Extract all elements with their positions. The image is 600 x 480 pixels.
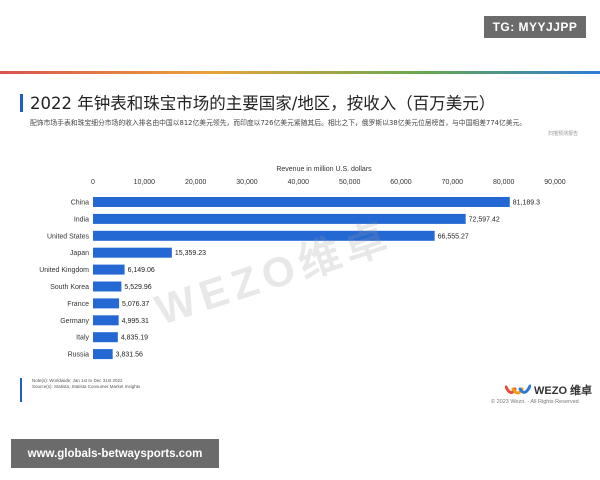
value-label: 3,831.56	[116, 352, 143, 359]
value-label: 4,995.31	[122, 318, 149, 325]
source-line: Source(s): Statista; Statista Consumer M…	[32, 384, 141, 389]
x-tick-label: 50,000	[339, 179, 361, 186]
url-banner: www.globals-betwaysports.com	[11, 439, 219, 468]
value-label: 81,189.3	[513, 200, 540, 207]
x-tick-label: 80,000	[493, 179, 515, 186]
category-labels: China India United States Japan United Kingd…	[39, 200, 89, 359]
x-axis-title: Revenue in million U.S. dollars	[276, 166, 372, 173]
category-label: India	[74, 216, 89, 223]
x-tick-label: 0	[91, 179, 95, 186]
bar	[93, 349, 113, 360]
bar	[93, 197, 510, 207]
brand: WEZO 维卓	[505, 382, 592, 398]
x-tick-label: 70,000	[442, 179, 464, 186]
value-label: 5,076.37	[122, 301, 149, 308]
value-labels: 81,189.3 72,597.42 66,555.27 15,359.23 6,149…	[116, 200, 540, 359]
page-subtitle: 配饰市场手表和珠宝细分市场的收入排名由中国以812亿美元领先，而印度以726亿美…	[30, 119, 527, 127]
x-tick-label: 90,000	[544, 179, 566, 186]
title-accent-bar	[20, 94, 23, 112]
category-label: South Korea	[50, 284, 89, 291]
x-tick-label: 10,000	[134, 179, 156, 186]
bars	[93, 197, 510, 360]
page-title: 2022 年钟表和珠宝市场的主要国家/地区，按收入（百万美元）	[30, 94, 496, 113]
copyright: © 2023 Wezo. - All Rights Reserved	[491, 399, 579, 405]
bar	[93, 264, 125, 275]
color-rule-divider	[0, 71, 600, 74]
value-label: 5,529.96	[124, 284, 151, 291]
category-label: Russia	[68, 352, 90, 359]
bar	[93, 315, 119, 326]
bar	[93, 230, 435, 241]
category-label: Italy	[76, 335, 89, 342]
value-label: 6,149.06	[128, 267, 155, 274]
bar-chart: Revenue in million U.S. dollars 0 10,000 2…	[39, 166, 566, 360]
brand-name: WEZO 维卓	[534, 385, 593, 397]
category-label: United Kingdom	[39, 267, 89, 274]
x-tick-label: 20,000	[185, 179, 207, 186]
source-tag: 扫描预测报告	[547, 131, 578, 137]
wezo-logo-icon	[505, 384, 531, 395]
value-label: 15,359.23	[175, 250, 206, 257]
category-label: United States	[47, 233, 90, 240]
bar	[93, 247, 172, 258]
category-label: France	[67, 301, 89, 308]
category-label: Japan	[70, 250, 89, 257]
footnotes: Note(s): Worldwide; Jan 1st to Dec 31st …	[32, 378, 140, 390]
tg-badge: TG: MYYJJPP	[484, 16, 586, 38]
category-label: Germany	[60, 318, 89, 325]
bar	[93, 213, 466, 224]
notes-line: Note(s): Worldwide; Jan 1st to Dec 31st …	[32, 378, 123, 383]
bar	[93, 298, 120, 309]
value-label: 4,835.19	[121, 335, 148, 342]
x-tick-label: 60,000	[390, 179, 412, 186]
x-axis-ticks: 0 10,000 20,000 30,000 40,000 50,000 60,000 70,…	[91, 179, 566, 186]
category-label: China	[71, 200, 89, 207]
bar	[93, 332, 118, 343]
x-tick-label: 30,000	[236, 179, 258, 186]
x-tick-label: 40,000	[288, 179, 310, 186]
value-label: 72,597.42	[469, 216, 500, 223]
bar	[93, 281, 122, 292]
value-label: 66,555.27	[438, 233, 469, 240]
notes-accent-bar	[20, 378, 22, 402]
